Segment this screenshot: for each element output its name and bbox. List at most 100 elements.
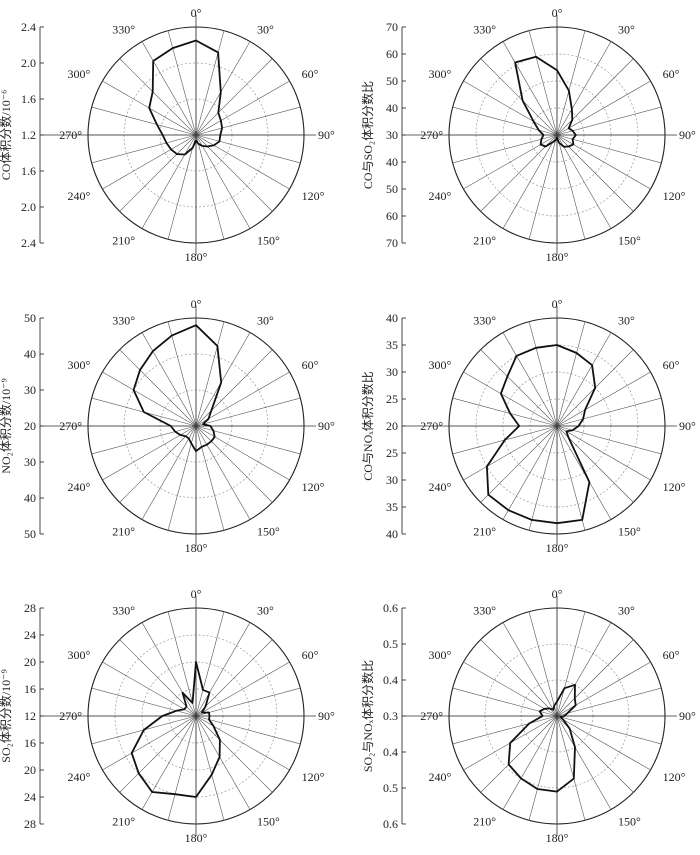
radial-spoke	[480, 349, 558, 427]
tick-label: 30	[386, 473, 398, 487]
radial-spoke	[195, 425, 251, 520]
radial-spoke	[167, 321, 197, 427]
radial-spoke	[195, 58, 273, 136]
radial-spoke	[528, 30, 558, 136]
angle-label: 150°	[618, 234, 641, 248]
tick-label: 30	[386, 128, 398, 142]
radial-spoke	[556, 397, 662, 427]
radial-spoke	[463, 371, 558, 427]
radial-spoke	[119, 349, 197, 427]
angle-label: 210°	[473, 234, 496, 248]
tick-label: 50	[386, 74, 398, 88]
radial-spoke	[119, 639, 197, 717]
angle-label: 210°	[112, 815, 135, 829]
angle-label: 240°	[68, 480, 91, 494]
tick-label: 1.6	[21, 92, 36, 106]
radial-spoke	[502, 332, 558, 427]
radial-spoke	[556, 106, 662, 136]
radial-spoke	[556, 715, 612, 810]
angle-label: 210°	[473, 815, 496, 829]
angle-label: 30°	[618, 603, 635, 617]
polar-chart-1: 1.2 1.6 1.6 2.0 2.0 2.4 2.4 0° 30° 60° 90° 120° 150°…	[0, 6, 335, 264]
radial-spoke	[556, 611, 586, 717]
radial-spoke	[556, 425, 586, 531]
angle-label: 270°	[420, 128, 443, 142]
radial-spoke	[195, 611, 225, 717]
angle-label: 300°	[68, 67, 91, 81]
radial-spoke	[528, 134, 558, 240]
radial-spoke	[167, 30, 197, 136]
angle-label: 120°	[302, 770, 325, 784]
tick-label: 40	[24, 491, 36, 505]
angle-label: 0°	[191, 6, 202, 20]
radial-spoke	[141, 134, 197, 229]
radial-spoke	[195, 106, 301, 136]
angle-label: 60°	[663, 67, 680, 81]
tick-label: 25	[386, 392, 398, 406]
angle-label: 330°	[473, 22, 496, 36]
angle-label: 180°	[185, 250, 208, 264]
radial-spoke	[556, 425, 662, 455]
radial-spoke	[195, 134, 225, 240]
radial-spoke	[556, 425, 612, 520]
tick-label: 28	[24, 601, 36, 615]
angle-label: 0°	[552, 587, 563, 601]
angle-label: 180°	[185, 541, 208, 555]
radial-spoke	[480, 58, 558, 136]
tick-label: 20	[386, 419, 398, 433]
angle-label: 30°	[618, 313, 635, 327]
radial-spoke	[195, 715, 225, 821]
radial-spoke	[502, 425, 558, 520]
radial-spoke	[195, 622, 251, 717]
tick-label: 70	[386, 236, 398, 250]
angle-label: 210°	[112, 525, 135, 539]
radial-spoke	[195, 715, 273, 793]
radial-spoke	[195, 134, 273, 212]
tick-label: 40	[386, 101, 398, 115]
radial-spoke	[141, 715, 197, 810]
radial-spoke	[528, 611, 558, 717]
tick-label: 20	[24, 419, 36, 433]
angle-label: 150°	[257, 525, 280, 539]
angle-label: 300°	[68, 648, 91, 662]
radial-spoke	[556, 639, 634, 717]
axis-title: NO₂体积分数/10⁻⁹	[0, 378, 13, 473]
angle-label: 270°	[420, 709, 443, 723]
radial-spoke	[195, 134, 290, 190]
radial-spoke	[141, 41, 197, 136]
radial-spoke	[102, 715, 197, 771]
radial-spoke	[463, 661, 558, 717]
tick-label: 40	[386, 527, 398, 541]
radial-spoke	[141, 425, 197, 520]
radial-spoke	[556, 321, 586, 427]
radial-spoke	[480, 639, 558, 717]
tick-label: 50	[386, 182, 398, 196]
tick-label: 2.0	[21, 200, 36, 214]
angle-label: 90°	[679, 709, 696, 723]
tick-label: 1.2	[21, 128, 36, 142]
radial-spoke	[463, 134, 558, 190]
angle-label: 30°	[257, 603, 274, 617]
tick-label: 50	[24, 527, 36, 541]
radial-spoke	[452, 687, 558, 717]
angle-label: 240°	[429, 480, 452, 494]
angle-label: 90°	[318, 709, 335, 723]
radial-spoke	[167, 425, 197, 531]
tick-label: 1.6	[21, 164, 36, 178]
radial-spoke	[195, 80, 290, 136]
radial-spoke	[556, 715, 586, 821]
angle-label: 300°	[68, 358, 91, 372]
radial-spoke	[556, 134, 612, 229]
radial-spoke	[556, 134, 651, 190]
data-series-line	[132, 324, 223, 453]
tick-label: 0.3	[383, 709, 398, 723]
angle-label: 0°	[552, 297, 563, 311]
angle-label: 60°	[302, 67, 319, 81]
radial-spoke	[119, 425, 197, 503]
radial-spoke	[556, 661, 651, 717]
radial-spoke	[502, 134, 558, 229]
radial-spoke	[502, 622, 558, 717]
tick-label: 2.4	[21, 20, 36, 34]
angle-label: 60°	[302, 358, 319, 372]
